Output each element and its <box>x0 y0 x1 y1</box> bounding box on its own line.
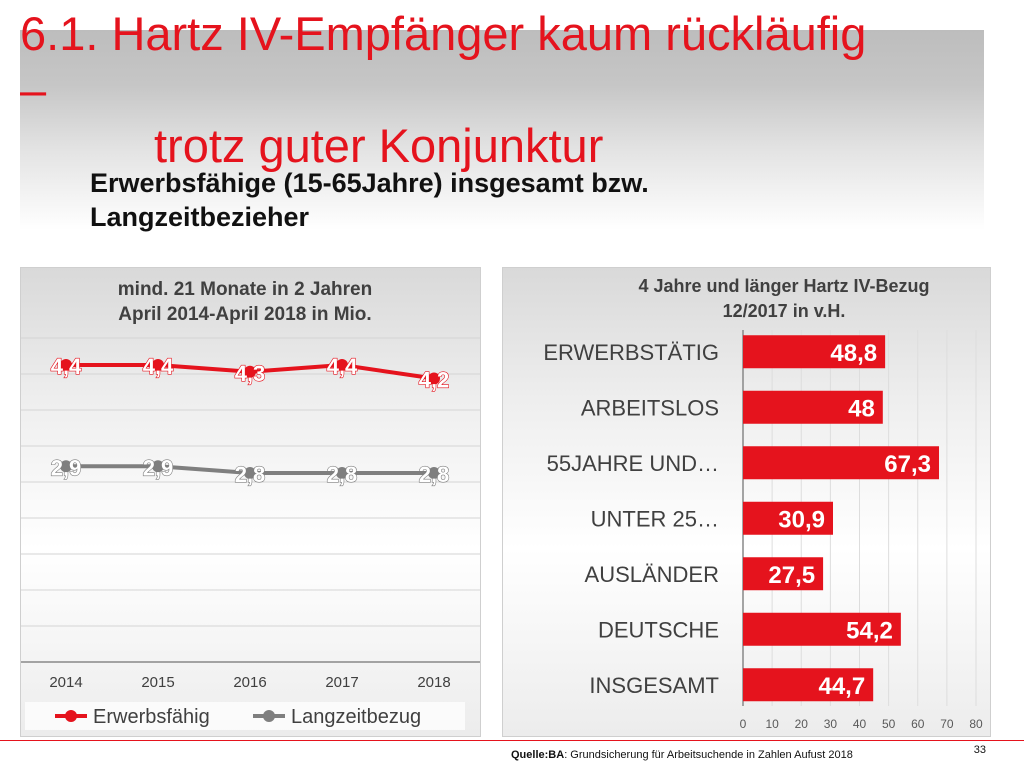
bar-chart-data-label: 48,8 <box>830 340 877 367</box>
bar-chart-category-label: ERWERBSTÄTIG <box>543 340 719 365</box>
line-chart-point <box>336 467 348 479</box>
bar-chart-bar <box>743 446 940 480</box>
bar-chart-bar <box>743 557 824 591</box>
line-chart-panel: mind. 21 Monate in 2 Jahren April 2014-A… <box>20 267 481 737</box>
bar-chart-x-tick-label: 70 <box>940 717 954 731</box>
line-chart-x-tick-label: 2015 <box>141 674 174 691</box>
bar-chart-bar <box>743 501 833 535</box>
bar-chart-category-label: INSGESAMT <box>589 673 719 698</box>
bar-chart: 4 Jahre und länger Hartz IV-Bezug 12/201… <box>543 276 983 731</box>
bar-chart-x-tick-label: 80 <box>969 717 983 731</box>
header-band: 6.1. Hartz IV-Empfänger kaum rückläufig … <box>20 7 984 230</box>
line-chart-point <box>152 460 164 473</box>
line-chart-point <box>244 365 256 378</box>
bar-chart-x-tick-label: 10 <box>765 717 779 731</box>
bar-chart-data-label: 48 <box>848 395 875 422</box>
line-chart-data-label: 4,4 <box>327 354 358 379</box>
bar-chart-title-line2: 12/2017 in v.H. <box>723 301 846 321</box>
line-chart-legend-box <box>25 702 465 730</box>
bar-chart-category-label: UNTER 25… <box>591 506 719 531</box>
slide-subtitle-line2: Langzeitbezieher <box>90 202 310 232</box>
source-label: Quelle:BA <box>511 749 565 761</box>
line-chart-title-line1: mind. 21 Monate in 2 Jahren <box>118 279 372 300</box>
bar-chart-category-label: ARBEITSLOS <box>581 395 719 420</box>
slide-title-line3: trotz guter Konjunktur <box>154 119 604 172</box>
bar-chart-data-label: 30,9 <box>778 506 825 533</box>
bar-chart-x-tick-label: 50 <box>882 717 896 731</box>
bar-chart-x-tick-label: 60 <box>911 717 925 731</box>
page-number: 33 <box>973 744 986 756</box>
line-chart-point <box>244 467 256 479</box>
line-chart-data-label: 4,4 <box>143 354 174 379</box>
line-chart-title-line2: April 2014-April 2018 in Mio. <box>118 304 371 325</box>
bar-chart-title-line1: 4 Jahre und länger Hartz IV-Bezug <box>638 276 929 296</box>
line-chart-data-label: 2,9 <box>51 455 82 480</box>
slide-subtitle: Erwerbsfähige (15-65Jahre) insgesamt bzw… <box>90 166 649 234</box>
line-chart-legend: Erwerbsfähig Langzeitbezug <box>25 702 465 730</box>
line-chart-legend-marker <box>263 710 275 722</box>
bar-chart-bar <box>743 335 886 369</box>
line-chart-legend-label: Erwerbsfähig <box>93 706 210 728</box>
line-chart-x-tick-label: 2017 <box>325 674 358 691</box>
line-chart-point <box>60 460 72 473</box>
source-text: : Grundsicherung für Arbeitsuchende in Z… <box>564 749 853 761</box>
bar-chart-panel: 4 Jahre und länger Hartz IV-Bezug 12/201… <box>502 267 991 737</box>
bar-chart-x-tick-label: 30 <box>824 717 838 731</box>
footer-divider <box>0 740 1024 741</box>
bar-chart-bar <box>743 668 874 702</box>
slide-subtitle-line1: Erwerbsfähige (15-65Jahre) insgesamt bzw… <box>90 168 649 198</box>
line-chart-data-label: 4,2 <box>419 368 450 393</box>
line-chart-point <box>428 372 440 385</box>
bar-chart-bar <box>743 390 883 424</box>
bar-chart-data-label: 67,3 <box>884 451 931 478</box>
bar-chart-data-label: 44,7 <box>818 673 865 700</box>
slide-title: 6.1. Hartz IV-Empfänger kaum rückläufig … <box>20 6 866 174</box>
bar-chart-category-label: AUSLÄNDER <box>585 562 719 587</box>
line-chart-data-label: 2,8 <box>235 462 266 487</box>
line-chart: mind. 21 Monate in 2 Jahren April 2014-A… <box>21 279 480 730</box>
bar-chart-x-tick-label: 20 <box>795 717 809 731</box>
line-chart-point <box>428 467 440 479</box>
line-chart-x-tick-label: 2018 <box>417 674 450 691</box>
slide-title-line2: – <box>20 63 47 116</box>
line-chart-data-label: 4,3 <box>235 361 266 386</box>
line-chart-data-label: 2,8 <box>327 462 358 487</box>
bar-chart-data-label: 27,5 <box>768 562 815 589</box>
line-chart-data-label: 4,4 <box>51 354 82 379</box>
slide-title-line1: 6.1. Hartz IV-Empfänger kaum rückläufig <box>20 7 867 60</box>
line-chart-data-label: 2,9 <box>143 455 174 480</box>
line-chart-data-label: 2,8 <box>419 462 450 487</box>
line-chart-legend-label: Langzeitbezug <box>291 706 421 728</box>
source-note: Quelle:BA: Grundsicherung für Arbeitsuch… <box>511 749 853 761</box>
line-chart-point <box>60 359 72 371</box>
bar-chart-bar <box>743 612 901 646</box>
line-chart-point <box>336 359 348 371</box>
line-chart-legend-marker <box>65 710 77 722</box>
line-chart-point <box>152 359 164 371</box>
line-chart-x-tick-label: 2014 <box>49 674 82 691</box>
bar-chart-x-tick-label: 0 <box>740 717 747 731</box>
bar-chart-x-tick-label: 40 <box>853 717 867 731</box>
bar-chart-category-label: 55JAHRE UND… <box>547 451 719 476</box>
bar-chart-data-label: 54,2 <box>846 617 893 644</box>
line-chart-x-tick-label: 2016 <box>233 674 266 691</box>
bar-chart-category-label: DEUTSCHE <box>598 617 719 642</box>
